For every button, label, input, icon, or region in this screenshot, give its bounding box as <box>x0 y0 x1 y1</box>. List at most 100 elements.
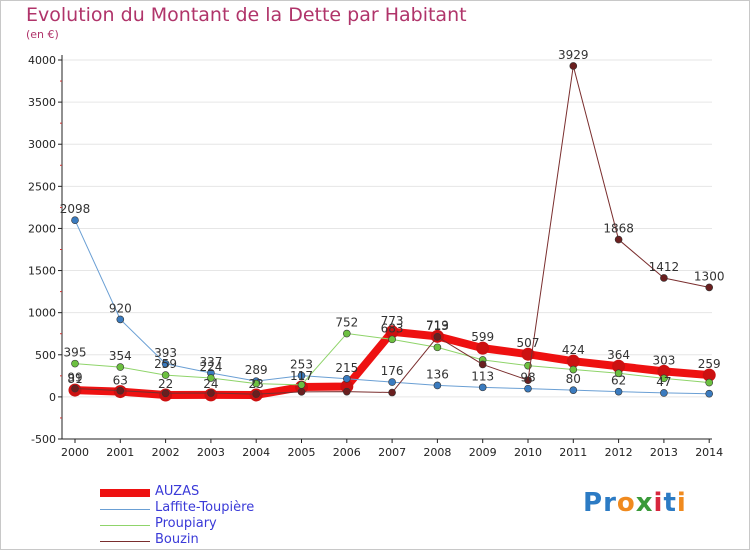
data-point <box>388 335 396 344</box>
data-point <box>433 381 442 390</box>
data-point <box>207 374 215 382</box>
data-point <box>569 365 578 374</box>
y-tick-label: 1500 <box>28 265 56 278</box>
y-tick-label: 0 <box>49 391 56 404</box>
x-tick-label: 2008 <box>423 446 451 459</box>
data-point <box>569 62 578 70</box>
data-label: 1300 <box>694 269 725 283</box>
logo-letter: P <box>583 488 604 518</box>
data-point <box>705 378 714 387</box>
legend-label: Proupiary <box>155 516 217 531</box>
data-label: 1412 <box>649 260 680 274</box>
data-point <box>614 387 623 396</box>
data-point <box>342 387 351 396</box>
y-tick-label: -500 <box>31 433 56 446</box>
y-tick-label: 1000 <box>28 307 56 320</box>
data-label: 215 <box>335 361 358 375</box>
y-tick-label: 3000 <box>28 138 56 151</box>
x-tick-label: 2001 <box>106 446 134 459</box>
y-tick-label: 4000 <box>28 54 56 67</box>
data-point <box>252 379 261 388</box>
data-point <box>660 374 668 383</box>
data-point <box>161 371 170 379</box>
data-point <box>388 388 396 397</box>
data-point <box>342 329 351 338</box>
data-label: 713 <box>426 319 449 333</box>
data-point <box>342 374 351 383</box>
data-point <box>297 371 306 380</box>
data-point <box>705 389 714 398</box>
data-label: 599 <box>471 330 494 344</box>
data-point <box>207 389 215 397</box>
data-point <box>161 359 170 368</box>
data-label: 920 <box>109 301 132 315</box>
x-tick-label: 2007 <box>378 446 406 459</box>
data-point <box>614 369 623 378</box>
legend-label: Laffite-Toupière <box>155 500 255 515</box>
data-label: 683 <box>381 321 404 335</box>
y-tick-label: 3500 <box>28 96 56 109</box>
data-label: 3929 <box>558 48 589 62</box>
legend-swatch <box>100 489 150 497</box>
data-point <box>71 216 79 224</box>
data-label: 289 <box>245 363 268 377</box>
legend-swatch <box>100 508 150 510</box>
data-label: 81 <box>67 372 82 386</box>
data-label: 424 <box>562 343 585 357</box>
data-point <box>433 343 442 352</box>
data-label: 719 <box>426 318 449 332</box>
data-label: 99 <box>67 371 82 385</box>
data-point <box>388 378 396 386</box>
y-tick-label: 2000 <box>28 222 56 235</box>
data-point <box>478 360 487 369</box>
data-point <box>116 315 125 324</box>
legend-label: Bouzin <box>155 532 199 547</box>
data-label: 24 <box>203 377 218 391</box>
y-tick-label: 2500 <box>28 180 56 193</box>
data-point <box>433 333 442 341</box>
chart-subtitle: (en €) <box>26 28 59 41</box>
x-tick-label: 2012 <box>605 446 633 459</box>
data-label: 773 <box>381 314 404 328</box>
data-label: 117 <box>290 369 313 383</box>
x-tick-label: 2005 <box>288 446 316 459</box>
data-point <box>478 383 487 392</box>
x-tick-label: 2014 <box>695 446 723 459</box>
data-point <box>524 376 532 385</box>
data-label: 80 <box>566 372 581 386</box>
legend-label: AUZAS <box>155 484 200 499</box>
data-point <box>116 386 125 395</box>
x-tick-label: 2002 <box>152 446 180 459</box>
x-tick-label: 2003 <box>197 446 225 459</box>
data-point <box>660 389 668 397</box>
logo-letter: t <box>663 488 677 518</box>
data-point <box>71 384 79 393</box>
x-tick-label: 2011 <box>559 446 587 459</box>
logo-letter: i <box>653 488 664 518</box>
data-point <box>524 384 532 393</box>
data-label: 395 <box>64 346 87 360</box>
data-point <box>297 388 306 396</box>
x-tick-label: 2010 <box>514 446 542 459</box>
data-label: 176 <box>381 364 404 378</box>
data-label: 113 <box>471 369 494 383</box>
x-tick-label: 2000 <box>61 446 89 459</box>
data-point <box>252 390 261 398</box>
x-tick-label: 2009 <box>469 446 497 459</box>
x-tick-label: 2013 <box>650 446 678 459</box>
data-label: 1868 <box>603 222 634 236</box>
data-point <box>116 363 125 371</box>
data-label: 136 <box>426 367 449 381</box>
data-label: 2098 <box>60 202 91 216</box>
data-label: 364 <box>607 348 630 362</box>
logo-letter: r <box>603 488 617 518</box>
x-tick-label: 2004 <box>242 446 270 459</box>
legend-swatch <box>100 524 150 526</box>
proxiti-logo[interactable]: Proxiti <box>583 488 687 518</box>
data-label: 98 <box>520 371 535 385</box>
data-label: 23 <box>249 377 264 391</box>
logo-letter: i <box>676 488 687 518</box>
data-label: 62 <box>611 374 626 388</box>
data-label: 259 <box>698 357 721 371</box>
